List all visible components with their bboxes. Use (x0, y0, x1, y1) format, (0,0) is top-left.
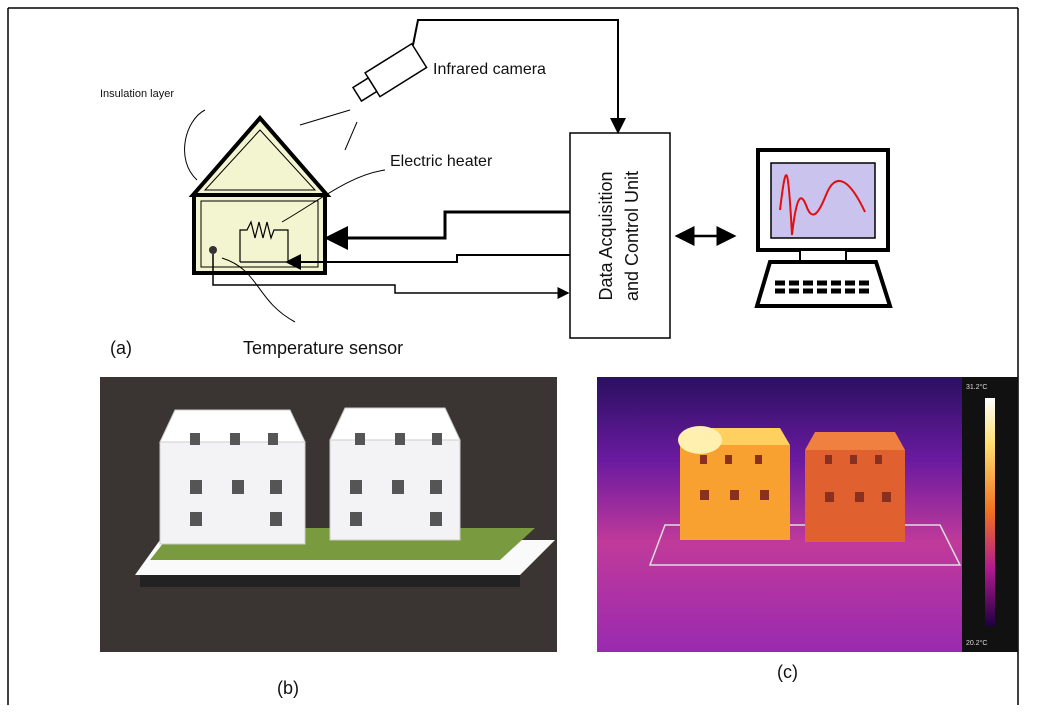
leader (221, 257, 296, 323)
sensor (209, 246, 217, 254)
view-line (344, 121, 358, 151)
panel-label: (b) (277, 678, 299, 698)
camera-label: Infrared camera (433, 61, 546, 78)
insulation-label: Insulation layer (100, 88, 174, 100)
scale-max: 31.2°C (966, 383, 987, 391)
heater-label: Electric heater (390, 153, 493, 170)
house-schematic (184, 109, 386, 323)
thermal-image (597, 377, 1018, 652)
scale-min: 20.2°C (966, 639, 987, 647)
daq-box (569, 132, 671, 339)
camera (351, 42, 428, 103)
daq-label: Data Acquisition (596, 171, 616, 300)
wires (212, 19, 737, 299)
panel-label: (c) (777, 662, 798, 682)
view-line (299, 109, 351, 126)
photo (100, 377, 557, 652)
computer (754, 148, 893, 308)
leader (184, 109, 206, 181)
sensor-label: Temperature sensor (243, 338, 403, 358)
panel-label: (a) (110, 338, 132, 358)
heater (239, 220, 289, 263)
leader (281, 169, 386, 223)
daq-label: and Control Unit (622, 171, 642, 301)
